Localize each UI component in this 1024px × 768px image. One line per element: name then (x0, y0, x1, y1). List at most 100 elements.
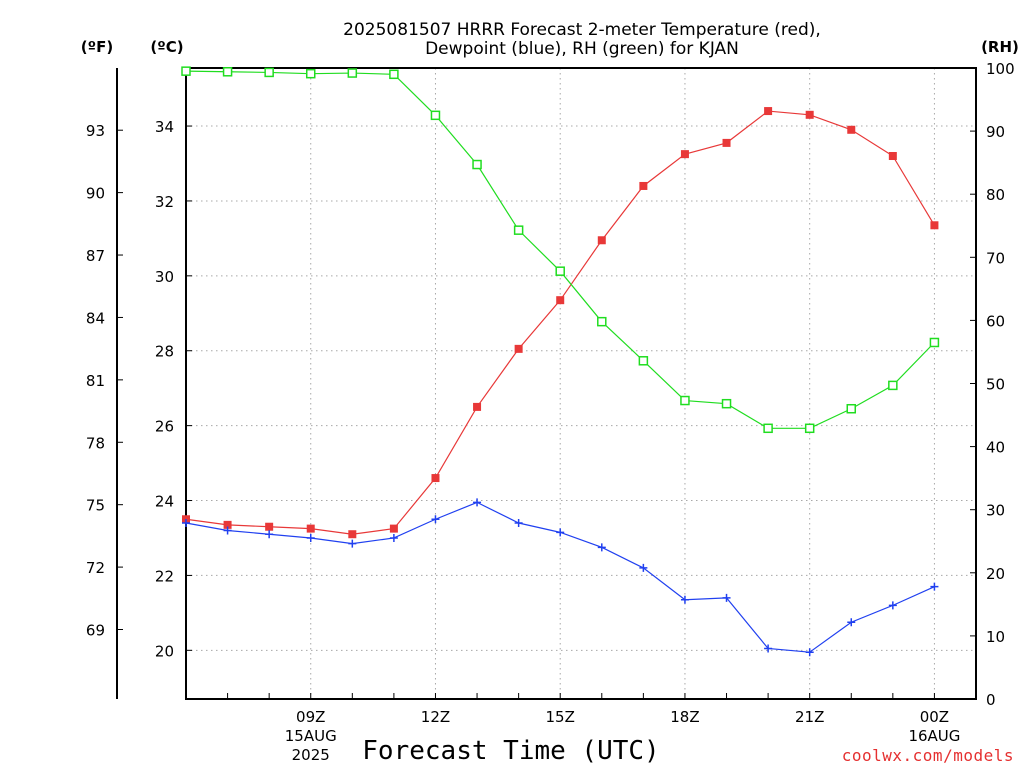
dewpoint-point (722, 593, 731, 602)
rh-point (597, 316, 607, 327)
dewpoint-point (473, 498, 482, 507)
rh-point (181, 66, 191, 76)
rh-tick-label: 40 (986, 439, 1005, 457)
x-tick-label: 16AUG (908, 727, 960, 745)
rh-line (185, 70, 935, 429)
x-tick-label: 18Z (670, 708, 699, 726)
temperature-point (473, 402, 482, 411)
rh-point (555, 266, 565, 276)
temperature-point (680, 150, 689, 159)
temperature-point (514, 344, 523, 353)
temperature-point (764, 107, 773, 116)
x-tick-label: 09Z (296, 708, 325, 726)
credit-label: coolwx.com/models (842, 746, 1014, 765)
fahrenheit-tick-label: 72 (86, 559, 105, 577)
x-tick-label: 15Z (546, 708, 575, 726)
x-tick-label: 21Z (795, 708, 824, 726)
temperature-point (223, 520, 232, 529)
celsius-tick-label: 22 (155, 567, 174, 585)
dewpoint-point (348, 539, 357, 548)
rh-tick-label: 10 (986, 628, 1005, 646)
rh-unit-label: (RH) (981, 38, 1019, 56)
celsius-tick-label: 28 (155, 343, 174, 361)
fahrenheit-tick-label: 81 (86, 372, 105, 390)
dewpoint-point (639, 563, 648, 572)
x-tick-label: 2025 (292, 746, 330, 764)
rh-point (305, 68, 316, 79)
rh-point (513, 225, 524, 235)
dewpoint-point (556, 528, 565, 537)
rh-tick-label: 90 (986, 123, 1005, 141)
temperature-line (185, 110, 935, 535)
x-tick-label: 15AUG (285, 727, 337, 745)
rh-point (472, 159, 482, 170)
x-axis-label: Forecast Time (UTC) (362, 736, 659, 766)
temperature-point (805, 110, 814, 119)
rh-point (347, 68, 358, 78)
celsius-tick-label: 34 (155, 118, 174, 136)
dewpoint-point (431, 515, 440, 524)
rh-tick-label: 20 (986, 565, 1005, 583)
grid (186, 68, 976, 699)
celsius-tick-label: 20 (155, 642, 174, 660)
celsius-tick-label: 32 (155, 193, 174, 211)
temperature-point (556, 296, 565, 305)
rh-tick-label: 100 (986, 60, 1015, 78)
rh-point (763, 423, 773, 434)
celsius-tick-label: 26 (155, 418, 174, 436)
temperature-point (306, 524, 315, 533)
fahrenheit-unit-label: (ºF) (81, 38, 113, 56)
temperature-point (348, 530, 357, 539)
series-layer (181, 66, 940, 657)
temperature-point (431, 474, 440, 483)
axes: 20 22 24 26 28 30 32 34 69 72 75 78 81 84 87 90 93 0 10 20 3… (86, 60, 1015, 764)
dewpoint-point (223, 526, 232, 535)
fahrenheit-tick-label: 84 (86, 309, 105, 327)
fahrenheit-tick-label: 78 (86, 434, 105, 452)
dewpoint-point (597, 543, 606, 552)
temperature-point (597, 236, 606, 245)
dewpoint-point (306, 533, 315, 542)
rh-tick-label: 80 (986, 186, 1005, 204)
fahrenheit-tick-label: 87 (86, 247, 105, 265)
dewpoint-point (847, 618, 856, 627)
dewpoint-point (680, 595, 689, 604)
dewpoint-point (930, 582, 939, 591)
rh-tick-label: 60 (986, 312, 1005, 330)
temperature-point (722, 138, 731, 147)
plot-frame (185, 67, 977, 700)
temperature-point (888, 152, 897, 161)
chart-title-line1: 2025081507 HRRR Forecast 2-meter Tempera… (343, 20, 821, 40)
rh-point (264, 67, 274, 78)
rh-point (638, 356, 649, 366)
x-tick-label: 00Z (920, 708, 949, 726)
rh-point (721, 398, 732, 409)
dewpoint-point (182, 518, 190, 527)
rh-point (846, 403, 857, 414)
rh-point (222, 67, 233, 77)
dewpoint-line (185, 501, 935, 653)
temperature-point (930, 221, 939, 230)
celsius-unit-label: (ºC) (150, 38, 183, 56)
rh-point (929, 337, 940, 348)
temperature-point (847, 125, 856, 134)
dewpoint-point (514, 518, 523, 527)
chart-title-line2: Dewpoint (blue), RH (green) for KJAN (425, 39, 739, 59)
fahrenheit-tick-label: 75 (86, 497, 105, 515)
temperature-point (389, 524, 398, 533)
rh-tick-label: 70 (986, 249, 1005, 267)
dewpoint-point (764, 644, 773, 653)
temperature-point (639, 181, 648, 190)
celsius-tick-label: 30 (155, 268, 174, 286)
fahrenheit-tick-label: 90 (86, 185, 105, 203)
rh-tick-label: 50 (986, 376, 1005, 394)
rh-point (888, 380, 898, 391)
temperature-point (265, 522, 274, 531)
x-tick-label: 12Z (421, 708, 450, 726)
rh-point (389, 69, 399, 80)
dewpoint-point (265, 530, 274, 539)
rh-tick-label: 30 (986, 502, 1005, 520)
dewpoint-point (888, 601, 897, 610)
fahrenheit-tick-label: 69 (86, 622, 105, 640)
